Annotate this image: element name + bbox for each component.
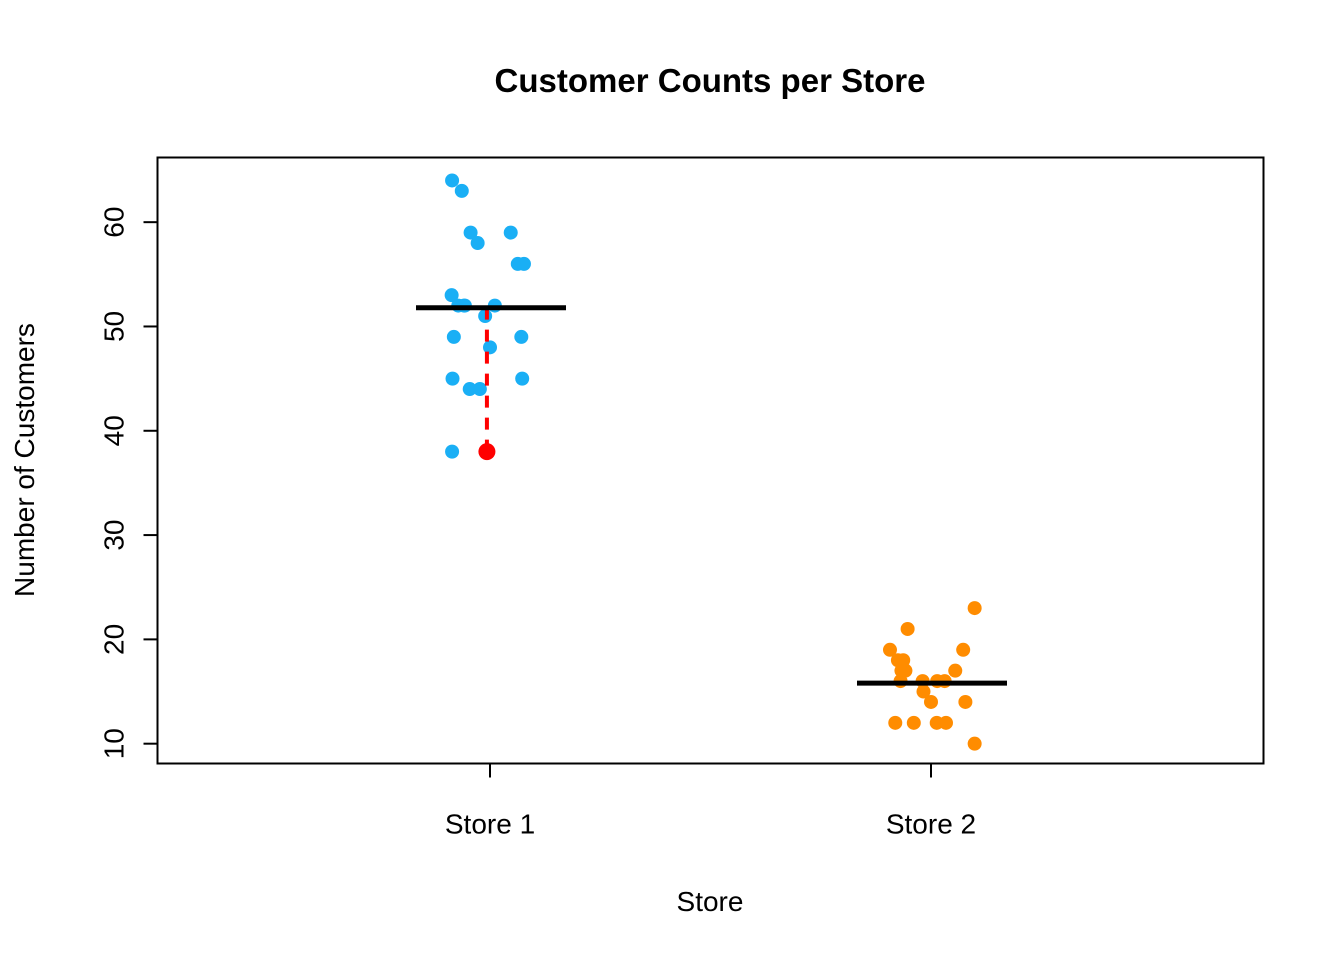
- data-point: [967, 736, 982, 751]
- overlays: [416, 305, 1007, 686]
- data-point: [929, 715, 944, 730]
- data-point: [463, 225, 478, 240]
- y-tick-label: 30: [99, 519, 130, 550]
- data-point: [900, 621, 915, 636]
- y-tick-label: 50: [99, 311, 130, 342]
- plot-frame: [156, 156, 1265, 765]
- data-point: [446, 329, 461, 344]
- data-point: [445, 371, 460, 386]
- data-point: [882, 642, 897, 657]
- data-point: [948, 663, 963, 678]
- data-point: [958, 694, 973, 709]
- y-tick-label: 20: [99, 624, 130, 655]
- data-point: [516, 256, 531, 271]
- data-point: [445, 444, 460, 459]
- data-point: [896, 653, 911, 668]
- data-point: [888, 715, 903, 730]
- data-point: [444, 288, 459, 303]
- data-point: [906, 715, 921, 730]
- data-point: [503, 225, 518, 240]
- data-point: [956, 642, 971, 657]
- data-point: [472, 382, 487, 397]
- data-point: [967, 601, 982, 616]
- data-point: [454, 183, 469, 198]
- chart-title: Customer Counts per Store: [495, 62, 926, 99]
- data-points: [444, 173, 982, 751]
- data-point: [923, 694, 938, 709]
- x-tick-label: Store 2: [886, 809, 976, 840]
- data-point: [462, 382, 477, 397]
- y-tick-label: 10: [99, 728, 130, 759]
- x-tick-label: Store 1: [445, 809, 535, 840]
- y-tick-label: 40: [99, 415, 130, 446]
- data-point: [483, 340, 498, 355]
- data-point: [515, 371, 530, 386]
- data-point: [445, 173, 460, 188]
- highlight-point: [478, 443, 496, 461]
- y-axis: 10 20 30 40 50 60: [99, 207, 159, 759]
- y-axis-label: Number of Customers: [9, 323, 40, 597]
- data-point: [514, 329, 529, 344]
- x-axis-label: Store: [677, 886, 744, 917]
- data-point: [470, 236, 485, 251]
- y-tick-label: 60: [99, 207, 130, 238]
- data-point: [916, 684, 931, 699]
- x-axis: Store 1 Store 2: [445, 763, 976, 840]
- data-point: [898, 663, 913, 678]
